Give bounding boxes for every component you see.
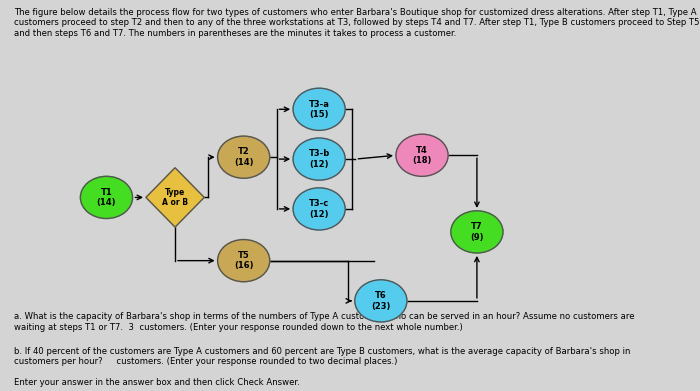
Ellipse shape [218,136,270,178]
Ellipse shape [451,211,503,253]
Text: T2
(14): T2 (14) [234,147,253,167]
Text: a. What is the capacity of Barbara's shop in terms of the numbers of Type A cust: a. What is the capacity of Barbara's sho… [14,312,634,332]
Ellipse shape [80,176,132,219]
Ellipse shape [218,240,270,282]
Text: The figure below details the process flow for two types of customers who enter B: The figure below details the process flo… [14,8,699,38]
Text: T6
(23): T6 (23) [371,291,391,310]
Text: Type
A or B: Type A or B [162,188,188,207]
Text: b. If 40 percent of the customers are Type A customers and 60 percent are Type B: b. If 40 percent of the customers are Ty… [14,347,630,366]
Text: Enter your answer in the answer box and then click Check Answer.: Enter your answer in the answer box and … [14,378,300,387]
Ellipse shape [293,188,345,230]
Ellipse shape [355,280,407,322]
Ellipse shape [293,138,345,180]
Text: T3-a
(15): T3-a (15) [309,100,330,119]
Text: T3-c
(12): T3-c (12) [309,199,329,219]
Text: T7
(9): T7 (9) [470,222,484,242]
Text: T3-b
(12): T3-b (12) [309,149,330,169]
Text: T4
(18): T4 (18) [412,145,432,165]
Text: T1
(14): T1 (14) [97,188,116,207]
Polygon shape [146,168,204,227]
Ellipse shape [396,134,448,176]
Ellipse shape [293,88,345,130]
Text: T5
(16): T5 (16) [234,251,253,270]
